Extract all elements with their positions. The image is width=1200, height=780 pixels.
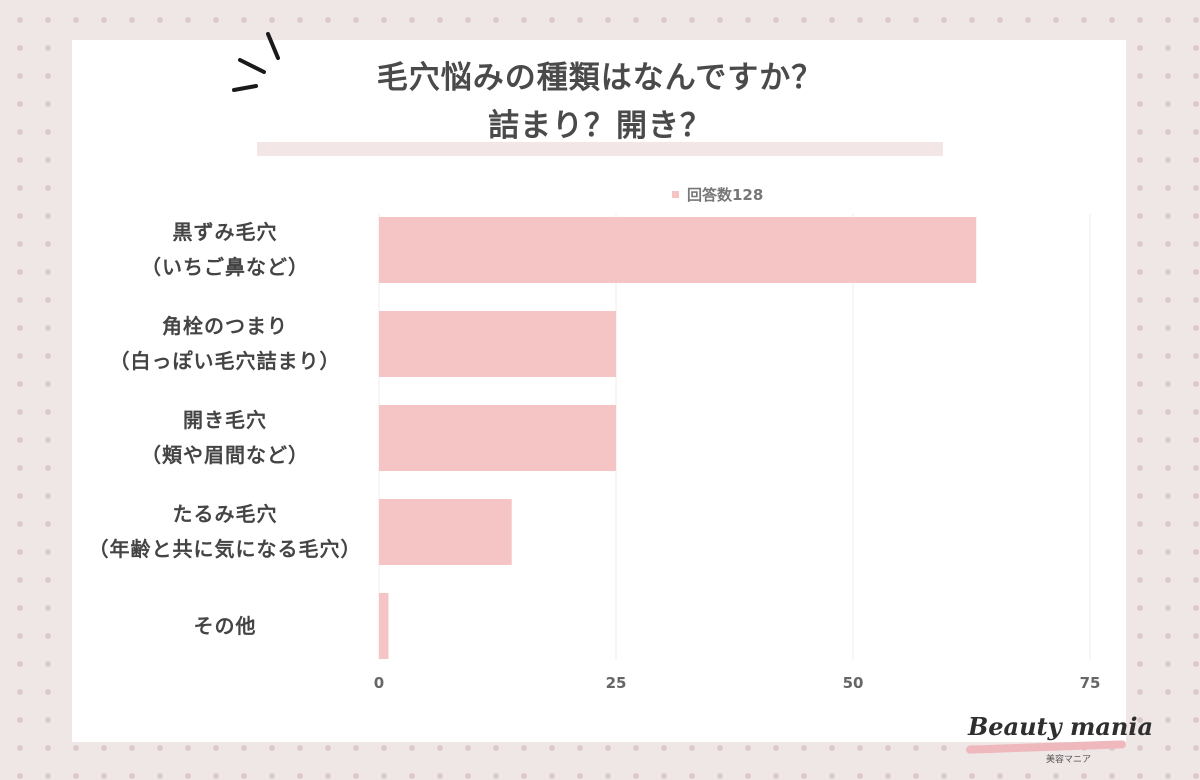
category-label-line: 角栓のつまり [162,314,288,338]
brand-subtitle: 美容マニア [1046,755,1092,765]
x-tick-label: 25 [606,674,627,692]
legend-label: 回答数128 [687,185,764,204]
category-label-line: （年齢と共に気になる毛穴） [88,537,362,561]
chart-title-line2: 詰まり？開き？ [488,108,712,144]
brand-logo: Beauty mania 美容マニア [965,712,1154,768]
x-tick-label: 50 [843,674,864,692]
bar [379,311,616,377]
legend: 回答数128 [672,184,763,204]
category-label-line: （頬や眉間など） [141,443,309,467]
chart-card [72,40,1126,742]
bar [379,217,977,283]
category-label-line: （いちご鼻など） [141,255,309,279]
brand-name: Beauty mania [968,712,1154,741]
category-label-line: たるみ毛穴 [172,502,278,526]
category-label: 角栓のつまり （白っぽい毛穴詰まり） [70,309,380,379]
category-label: 開き毛穴 （頬や眉間など） [70,403,380,473]
bar [379,593,389,659]
category-label-line: （白っぽい毛穴詰まり） [109,349,341,373]
category-label-line: 開き毛穴 [183,408,267,432]
title-underline [257,142,943,156]
category-label: たるみ毛穴 （年齢と共に気になる毛穴） [70,497,380,567]
category-label: その他 [70,609,380,644]
emphasis-marks-icon [232,32,280,92]
category-label: 黒ずみ毛穴 （いちご鼻など） [70,215,380,285]
bar [379,405,616,471]
x-tick-label: 0 [374,674,384,692]
chart-title-line1: 毛穴悩みの種類はなんですか？ [376,60,824,96]
bar [379,499,512,565]
category-label-line: 黒ずみ毛穴 [172,220,278,244]
category-label-line: その他 [193,613,257,638]
legend-swatch [672,190,679,198]
x-tick-label: 75 [1080,674,1101,692]
